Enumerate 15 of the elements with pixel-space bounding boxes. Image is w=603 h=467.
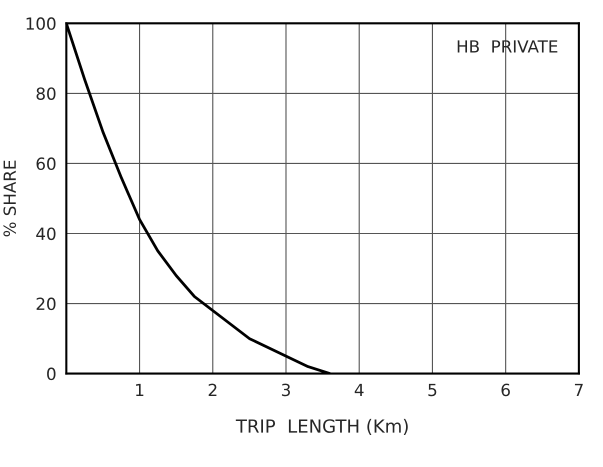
x-tick-label: 7 <box>574 384 583 396</box>
y-tick-label: 80 <box>36 87 56 100</box>
x-tick-label: 3 <box>282 384 290 396</box>
x-tick-label: 2 <box>208 384 216 396</box>
y-axis-title: % SHARE <box>3 160 16 236</box>
x-tick-label: 6 <box>502 384 510 396</box>
x-tick-label: 5 <box>428 384 436 396</box>
x-tick-label: 4 <box>354 384 364 396</box>
y-tick-label: 60 <box>36 157 56 170</box>
y-tick-label: 0 <box>47 368 56 380</box>
x-axis-title: TRIP LENGTH (Km) <box>236 418 408 435</box>
x-tick-label: 1 <box>136 384 144 396</box>
y-tick-label: 20 <box>36 298 56 310</box>
y-tick-label: 100 <box>26 17 56 30</box>
y-tick-label: 40 <box>36 227 56 240</box>
